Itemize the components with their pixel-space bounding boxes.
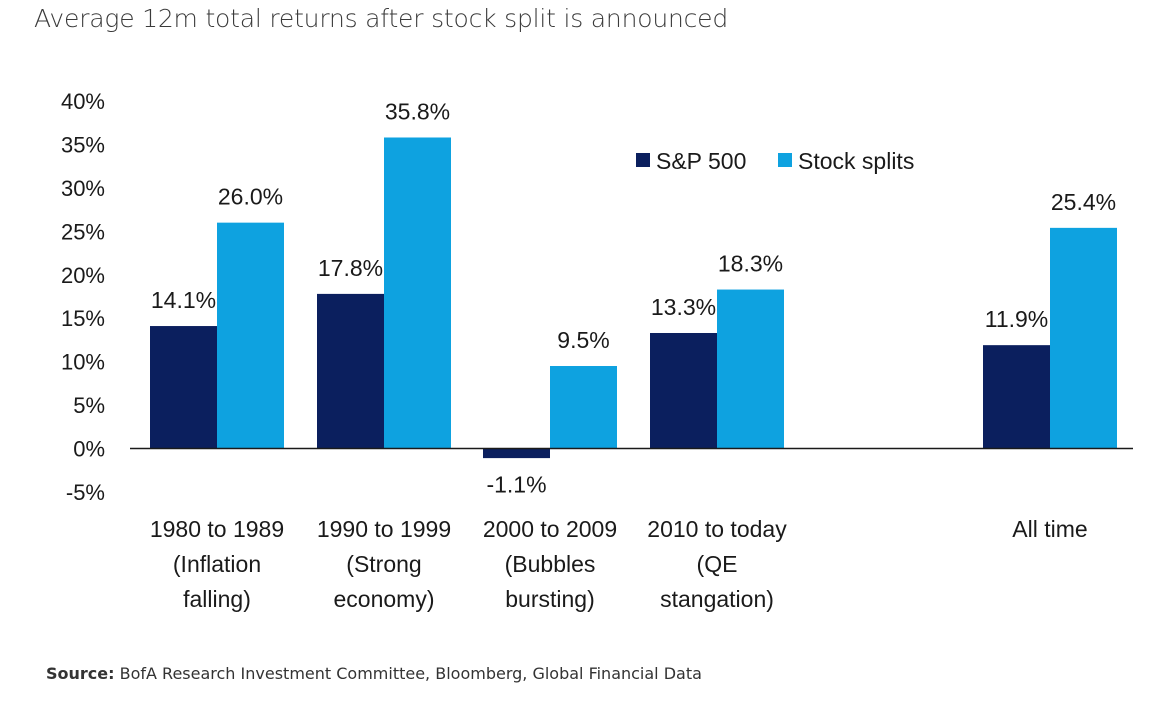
source-label: Source: — [46, 664, 115, 683]
x-category-label: falling) — [183, 586, 251, 612]
x-category-label: stangation) — [660, 586, 774, 612]
y-tick-label: 35% — [61, 132, 105, 157]
y-tick-label: 0% — [73, 437, 105, 462]
legend: S&P 500 Stock splits — [636, 148, 914, 174]
x-category-label: 2000 to 2009 — [483, 516, 617, 542]
x-axis-categories: 1980 to 1989 (Inflation falling) 1990 to 19… — [150, 516, 1088, 612]
data-label: 11.9% — [985, 306, 1049, 332]
bar-sp500 — [483, 448, 550, 459]
data-label: 25.4% — [1051, 189, 1116, 215]
x-category-label: 2010 to today — [647, 516, 787, 542]
bar-stock-splits — [384, 137, 451, 449]
data-label: -1.1% — [486, 472, 546, 498]
data-label: 26.0% — [218, 184, 283, 210]
x-category-label: 1980 to 1989 — [150, 516, 284, 542]
data-label: 17.8% — [318, 255, 383, 281]
y-tick-label: 40% — [61, 89, 105, 114]
chart-title: Average 12m total returns after stock sp… — [34, 4, 729, 33]
y-tick-label: 10% — [61, 350, 105, 375]
legend-swatch — [778, 153, 792, 167]
bars — [150, 137, 1117, 459]
x-category-label: (QE — [697, 551, 738, 577]
value-labels: 14.1% 17.8% -1.1% 13.3% 11.9% 26.0% 35.8% 9.5% 1… — [151, 98, 1116, 497]
bar-sp500 — [650, 332, 717, 449]
y-tick-label: 25% — [61, 219, 105, 244]
x-category-label: bursting) — [505, 586, 594, 612]
x-category-label: economy) — [334, 586, 435, 612]
bar-stock-splits — [217, 222, 284, 449]
y-tick-label: 5% — [73, 393, 105, 418]
data-label: 9.5% — [557, 327, 609, 353]
y-tick-label: 30% — [61, 176, 105, 201]
y-axis: 40% 35% 30% 25% 20% 15% 10% 5% 0% -5% — [61, 89, 105, 505]
source-note: Source: BofA Research Investment Committ… — [46, 664, 702, 683]
bar-stock-splits — [1050, 227, 1117, 449]
legend-label: S&P 500 — [656, 148, 746, 174]
bar-chart: 40% 35% 30% 25% 20% 15% 10% 5% 0% -5% 14.1% 17.8% -… — [61, 89, 1133, 612]
data-label: 13.3% — [651, 294, 716, 320]
bar-sp500 — [983, 345, 1050, 449]
x-category-label: 1990 to 1999 — [317, 516, 451, 542]
x-category-label: All time — [1012, 516, 1087, 542]
x-category-label: (Strong — [346, 551, 421, 577]
bar-sp500 — [317, 293, 384, 449]
x-category-label: (Inflation — [173, 551, 261, 577]
data-label: 14.1% — [151, 287, 216, 313]
legend-label: Stock splits — [798, 148, 914, 174]
bar-sp500 — [150, 326, 217, 449]
bar-stock-splits — [717, 289, 784, 449]
legend-swatch — [636, 153, 650, 167]
data-label: 35.8% — [385, 98, 450, 124]
x-category-label: (Bubbles — [505, 551, 596, 577]
source-text: BofA Research Investment Committee, Bloo… — [119, 664, 702, 683]
y-tick-label: 20% — [61, 263, 105, 288]
y-tick-label: 15% — [61, 306, 105, 331]
y-tick-label: -5% — [66, 480, 105, 505]
data-label: 18.3% — [718, 251, 783, 277]
bar-stock-splits — [550, 366, 617, 449]
